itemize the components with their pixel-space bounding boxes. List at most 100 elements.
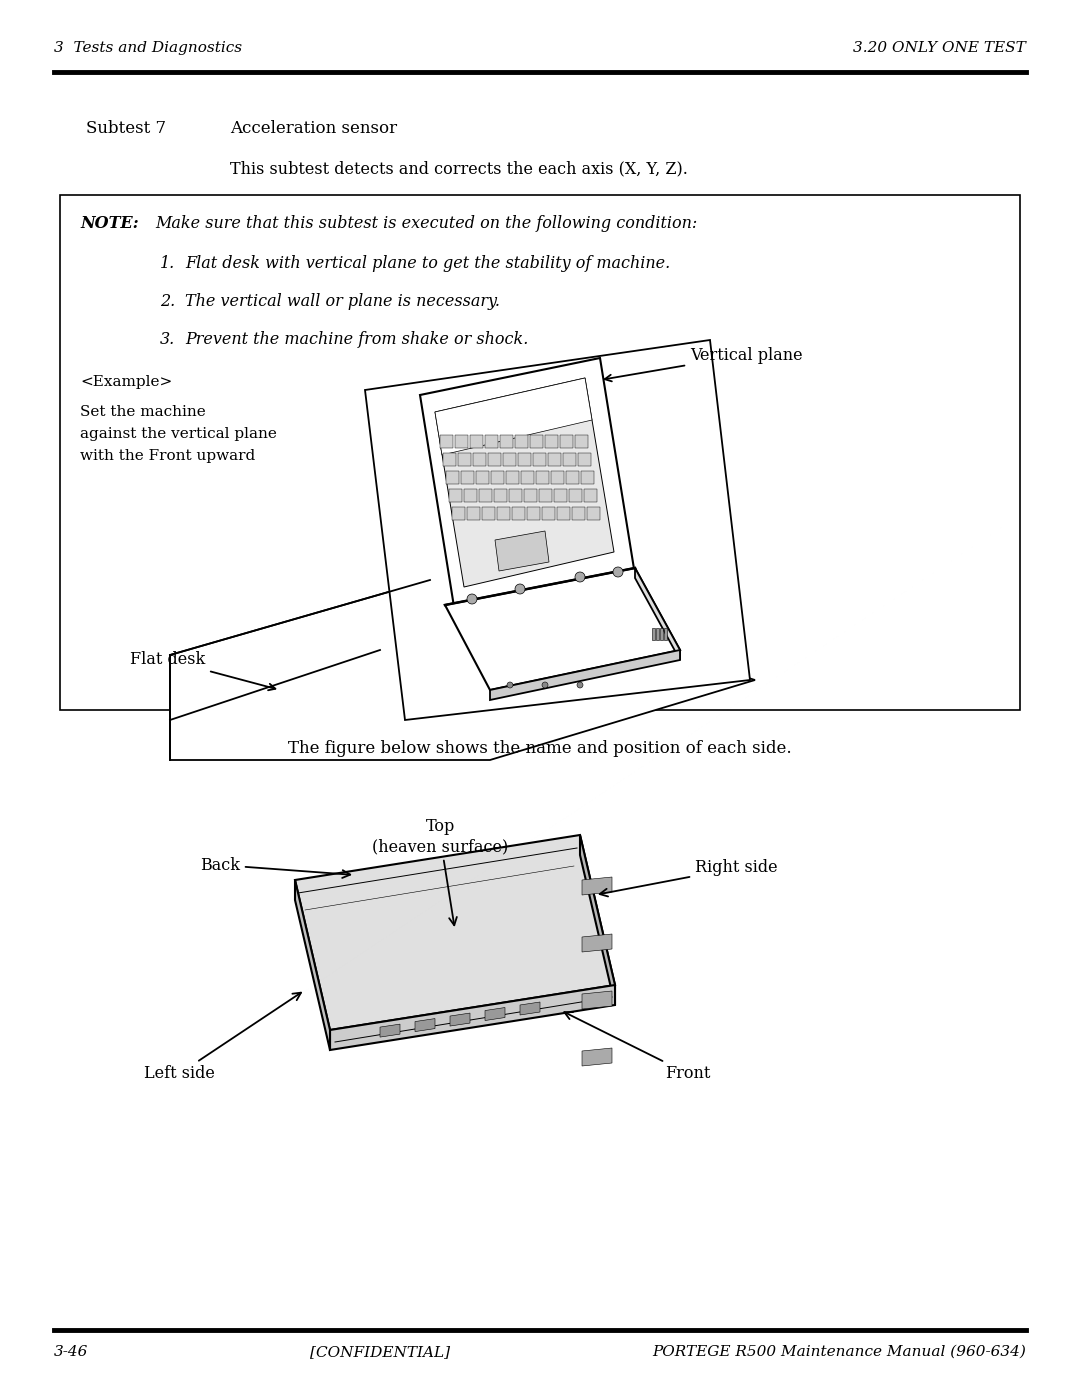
Polygon shape: [435, 379, 592, 455]
Polygon shape: [566, 471, 579, 483]
Polygon shape: [455, 434, 468, 448]
Bar: [660, 629, 663, 640]
Polygon shape: [495, 531, 549, 571]
Text: Back: Back: [200, 856, 350, 877]
Polygon shape: [524, 489, 537, 502]
Polygon shape: [582, 935, 612, 951]
Polygon shape: [530, 434, 543, 448]
Polygon shape: [485, 434, 498, 448]
Polygon shape: [461, 471, 474, 483]
Polygon shape: [521, 471, 534, 483]
Polygon shape: [494, 489, 507, 502]
Polygon shape: [380, 1024, 400, 1037]
Polygon shape: [527, 507, 540, 520]
Polygon shape: [584, 489, 597, 502]
Text: 3  Tests and Diagnostics: 3 Tests and Diagnostics: [54, 41, 242, 54]
Circle shape: [575, 571, 585, 583]
Polygon shape: [464, 489, 477, 502]
Polygon shape: [512, 507, 525, 520]
Text: PORTEGE R500 Maintenance Manual (960-634): PORTEGE R500 Maintenance Manual (960-634…: [652, 1345, 1026, 1359]
Polygon shape: [467, 507, 480, 520]
Polygon shape: [490, 650, 680, 700]
Circle shape: [613, 567, 623, 577]
Polygon shape: [551, 471, 564, 483]
Polygon shape: [488, 453, 501, 467]
Text: Right side: Right side: [599, 859, 778, 897]
Polygon shape: [503, 453, 516, 467]
Text: Left side: Left side: [144, 993, 301, 1083]
Polygon shape: [170, 580, 755, 760]
Text: Flat desk with vertical plane to get the stability of machine.: Flat desk with vertical plane to get the…: [185, 256, 671, 272]
Text: 3.: 3.: [160, 331, 175, 348]
Polygon shape: [295, 835, 615, 1030]
Polygon shape: [500, 434, 513, 448]
Text: against the vertical plane: against the vertical plane: [80, 427, 276, 441]
Polygon shape: [443, 453, 456, 467]
Polygon shape: [561, 434, 573, 448]
Bar: [60, 196, 1020, 710]
Text: Set the machine: Set the machine: [80, 405, 206, 419]
Polygon shape: [420, 358, 635, 613]
Text: Vertical plane: Vertical plane: [605, 346, 802, 381]
Text: Subtest 7: Subtest 7: [86, 120, 166, 137]
Text: NOTE:: NOTE:: [80, 215, 138, 232]
Polygon shape: [582, 877, 612, 895]
Bar: [652, 629, 654, 640]
Polygon shape: [519, 1002, 540, 1016]
Polygon shape: [554, 489, 567, 502]
Polygon shape: [545, 434, 558, 448]
Polygon shape: [534, 453, 546, 467]
Text: with the Front upward: with the Front upward: [80, 448, 255, 462]
Polygon shape: [588, 507, 600, 520]
Polygon shape: [435, 379, 615, 587]
Polygon shape: [575, 434, 588, 448]
Polygon shape: [485, 1007, 505, 1021]
Polygon shape: [440, 434, 453, 448]
Text: 3.20 ONLY ONE TEST: 3.20 ONLY ONE TEST: [853, 41, 1026, 54]
Bar: [664, 629, 667, 640]
Polygon shape: [476, 471, 489, 483]
Polygon shape: [569, 489, 582, 502]
Text: <Example>: <Example>: [80, 374, 172, 388]
Polygon shape: [497, 507, 510, 520]
Polygon shape: [330, 985, 615, 1051]
Text: 1.: 1.: [160, 256, 175, 272]
Polygon shape: [563, 453, 576, 467]
Polygon shape: [449, 489, 462, 502]
Polygon shape: [582, 1048, 612, 1066]
Text: Front: Front: [564, 1011, 711, 1083]
Polygon shape: [581, 471, 594, 483]
Polygon shape: [365, 339, 750, 719]
Polygon shape: [458, 453, 471, 467]
Polygon shape: [536, 471, 549, 483]
Text: Prevent the machine from shake or shock.: Prevent the machine from shake or shock.: [185, 331, 528, 348]
Text: [CONFIDENTIAL]: [CONFIDENTIAL]: [310, 1345, 450, 1359]
Polygon shape: [507, 471, 519, 483]
Text: This subtest detects and corrects the each axis (X, Y, Z).: This subtest detects and corrects the ea…: [230, 161, 688, 177]
Polygon shape: [295, 880, 330, 1051]
Polygon shape: [453, 507, 465, 520]
Circle shape: [542, 682, 548, 687]
Polygon shape: [515, 434, 528, 448]
Text: The vertical wall or plane is necessary.: The vertical wall or plane is necessary.: [185, 293, 500, 310]
Polygon shape: [572, 507, 585, 520]
Text: 3-46: 3-46: [54, 1345, 89, 1359]
Circle shape: [577, 682, 583, 687]
Polygon shape: [557, 507, 570, 520]
Polygon shape: [542, 507, 555, 520]
Text: Top
(heaven surface): Top (heaven surface): [372, 819, 508, 925]
Polygon shape: [578, 453, 591, 467]
Polygon shape: [480, 489, 492, 502]
Text: The figure below shows the name and position of each side.: The figure below shows the name and posi…: [288, 740, 792, 757]
Text: Make sure that this subtest is executed on the following condition:: Make sure that this subtest is executed …: [156, 215, 698, 232]
Polygon shape: [445, 569, 680, 690]
Circle shape: [507, 682, 513, 687]
Polygon shape: [509, 489, 522, 502]
Polygon shape: [539, 489, 552, 502]
Polygon shape: [473, 453, 486, 467]
Polygon shape: [582, 990, 612, 1009]
Polygon shape: [518, 453, 531, 467]
Polygon shape: [635, 569, 680, 659]
Polygon shape: [446, 471, 459, 483]
Polygon shape: [491, 471, 504, 483]
